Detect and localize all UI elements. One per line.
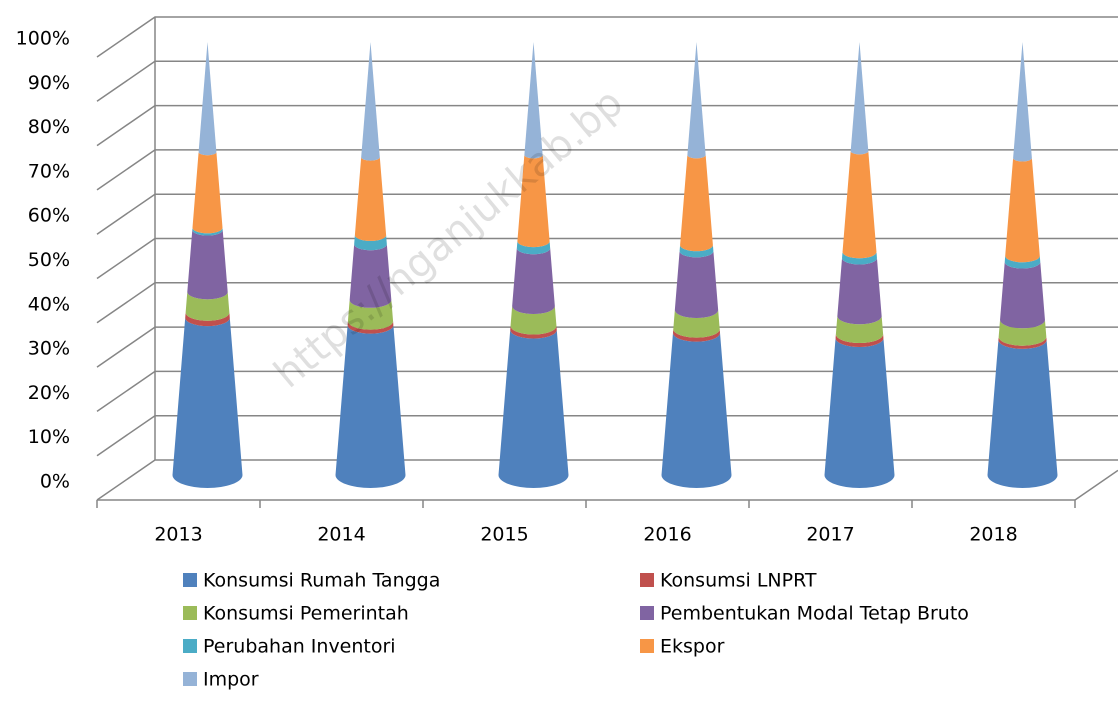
cone-segment (680, 155, 713, 252)
grid-line (96, 370, 1118, 413)
cone-segment (674, 251, 719, 319)
cone-segment (198, 42, 217, 156)
y-tick-label: 0% (40, 471, 70, 493)
x-tick-label: 2014 (317, 524, 365, 546)
legend-label: Konsumsi Pemerintah (203, 603, 409, 625)
cone-segment (498, 329, 569, 488)
cone-segment (661, 332, 732, 488)
legend-swatch (183, 639, 197, 653)
y-tick-label: 80% (28, 116, 70, 138)
cone-segment (837, 258, 882, 325)
cone-segment (524, 42, 543, 159)
cone-segment (1005, 158, 1040, 263)
cone-segment (842, 151, 877, 259)
cone-segment (510, 306, 557, 335)
y-tick-label: 30% (28, 338, 70, 360)
grid-line (96, 282, 1118, 324)
cone-segment (998, 336, 1047, 349)
y-tick-label: 10% (28, 426, 70, 448)
cone-segment (354, 235, 387, 251)
y-tick-label: 100% (16, 28, 70, 50)
cone-segment (349, 244, 392, 308)
x-tick-label: 2016 (643, 524, 691, 546)
legend-swatch (640, 639, 654, 653)
cone-segment (672, 329, 721, 342)
cone-segment (347, 300, 394, 330)
y-tick-label: 90% (28, 72, 70, 94)
x-tick-label: 2015 (480, 524, 528, 546)
x-tick-label: 2017 (806, 524, 854, 546)
cone-segment (687, 42, 706, 159)
cone-segment (1013, 42, 1032, 162)
x-tick-label: 2013 (154, 524, 202, 546)
cone-segment (673, 310, 720, 338)
grid-line (96, 459, 1118, 501)
grid-line (96, 149, 1118, 191)
grid-line (96, 326, 1118, 368)
cone-segment (679, 245, 714, 258)
cone-segment (517, 155, 550, 248)
legend-swatch (640, 573, 654, 587)
cone-segment (824, 338, 895, 488)
cone-segment (998, 319, 1047, 346)
cone-segment (172, 317, 243, 488)
cone-segment (835, 334, 884, 348)
cone-segment (187, 229, 228, 300)
y-tick-label: 50% (28, 249, 70, 271)
cone-segment (347, 321, 394, 334)
grid-line (96, 414, 1118, 457)
cone-segment (516, 241, 551, 255)
legend-label: Konsumsi Rumah Tangga (203, 570, 440, 592)
legend-swatch (183, 573, 197, 587)
cone-segment (510, 326, 557, 339)
axis-line (1074, 469, 1118, 501)
cone-segment (192, 227, 223, 236)
legend-label: Perubahan Inventori (203, 636, 396, 658)
cone-segment (335, 325, 406, 488)
cone-segment (1000, 261, 1045, 329)
y-tick-label: 70% (28, 160, 70, 182)
grid-line (96, 60, 1118, 102)
cone-segment (512, 248, 555, 315)
legend-swatch (183, 606, 197, 620)
grid-line (96, 193, 1118, 235)
cone-segment (361, 42, 380, 161)
legend-label: Ekspor (660, 636, 725, 658)
cone-segment (850, 42, 869, 155)
grid-line (96, 16, 1118, 58)
legend-label: Impor (203, 669, 259, 691)
cone-segment (192, 151, 223, 234)
legend-swatch (183, 672, 197, 686)
cone-segment (354, 157, 387, 241)
y-tick-label: 40% (28, 293, 70, 315)
y-tick-label: 20% (28, 382, 70, 404)
grid-line (96, 104, 1118, 147)
cone-segment (835, 316, 884, 344)
cone-segment (842, 252, 877, 265)
cone-segment (987, 339, 1058, 488)
legend-swatch (640, 606, 654, 620)
x-tick-label: 2018 (969, 524, 1017, 546)
cone-segment (185, 312, 230, 327)
cone-segment (185, 291, 230, 321)
grid-line (96, 237, 1118, 280)
legend-label: Pembentukan Modal Tetap Bruto (660, 603, 969, 625)
cone-segment (1004, 255, 1041, 269)
legend-label: Konsumsi LNPRT (660, 570, 817, 592)
y-tick-label: 60% (28, 205, 70, 227)
